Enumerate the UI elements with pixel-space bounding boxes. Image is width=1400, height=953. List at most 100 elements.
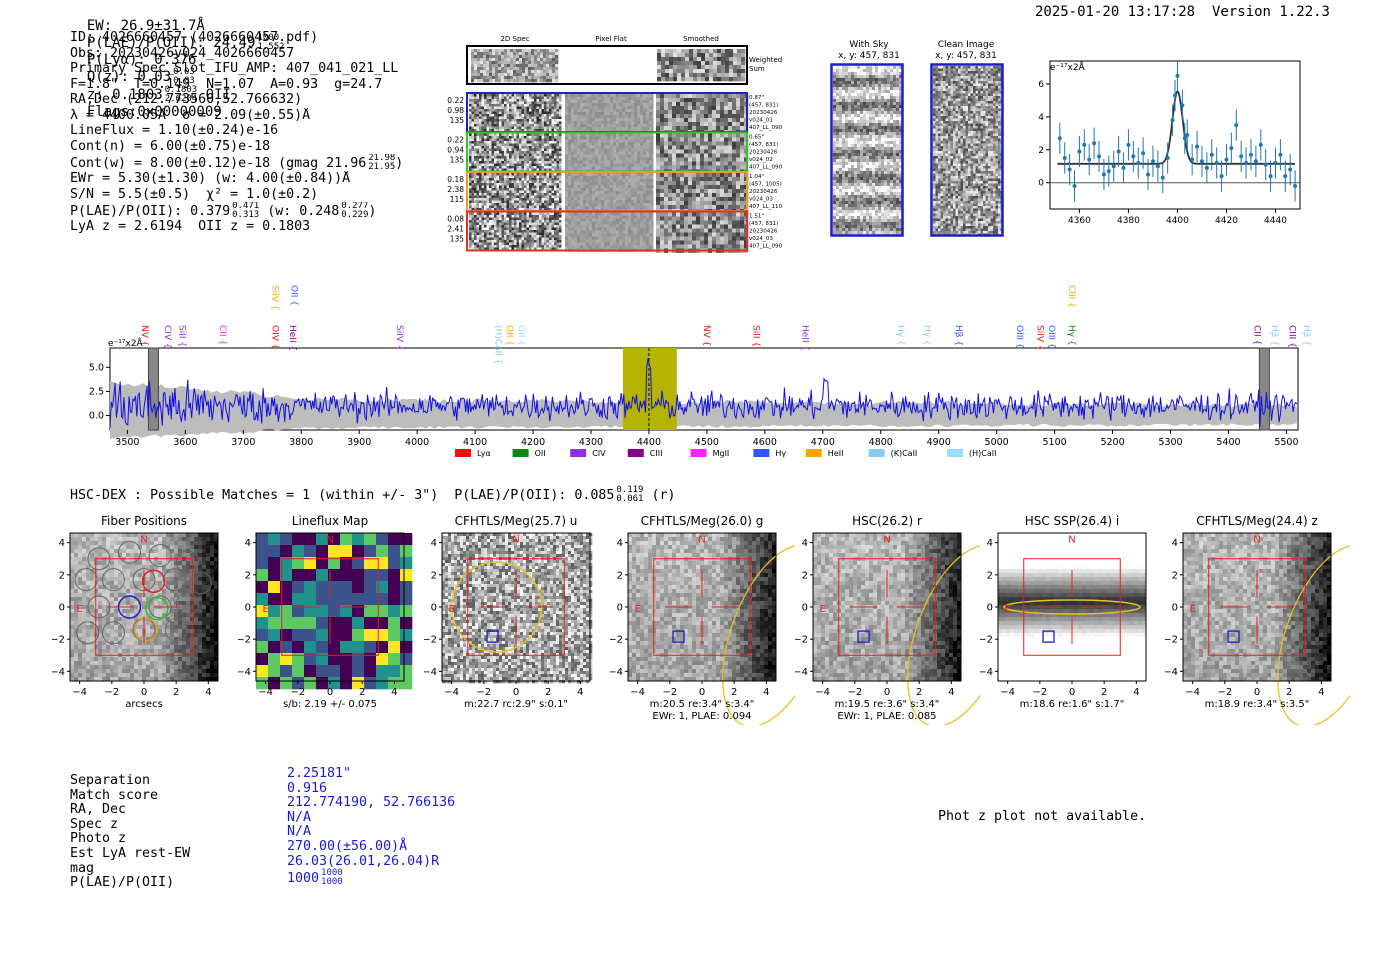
- pixel: [640, 188, 644, 192]
- pixel: [577, 182, 581, 186]
- pixel: [471, 237, 475, 241]
- pixel: [601, 136, 605, 140]
- pixel: [499, 124, 502, 127]
- pixel: [622, 218, 626, 222]
- pixel: [577, 215, 581, 219]
- pixel: [637, 142, 641, 146]
- pixel: [474, 67, 478, 71]
- pixel: [577, 142, 581, 146]
- pixel: [556, 188, 560, 191]
- pixel: [728, 153, 733, 158]
- pixel: [700, 161, 705, 166]
- pixel: [481, 212, 485, 216]
- pixel: [496, 99, 500, 102]
- pixel: [489, 124, 492, 127]
- pixel: [565, 145, 569, 149]
- pixel: [708, 126, 713, 131]
- pixel: [680, 197, 685, 202]
- pixel: [571, 115, 575, 119]
- pixel: [544, 106, 547, 110]
- pixel: [640, 127, 644, 131]
- pixel: [637, 185, 641, 189]
- pixel: [534, 227, 537, 231]
- pixel: [728, 189, 733, 194]
- row-left-label: 0.22: [447, 96, 464, 105]
- pixel: [720, 133, 725, 138]
- pixel: [499, 109, 502, 112]
- pixel: [479, 220, 482, 223]
- pixel: [577, 166, 581, 170]
- pixel: [668, 114, 673, 119]
- pixel: [660, 185, 665, 190]
- pixel: [555, 67, 559, 71]
- pixel: [680, 122, 685, 127]
- pixel: [481, 227, 485, 231]
- pixel: [701, 61, 706, 66]
- pixel: [607, 97, 611, 101]
- pixel: [704, 177, 709, 182]
- pixel: [700, 205, 705, 210]
- pixel: [640, 157, 644, 161]
- pixel: [720, 173, 725, 178]
- pixel: [491, 146, 495, 149]
- pixel: [649, 109, 653, 113]
- pixel: [474, 163, 477, 167]
- pixel: [589, 136, 593, 140]
- pixel: [544, 232, 547, 236]
- pixel: [696, 106, 701, 111]
- pixel: [476, 114, 480, 117]
- pixel: [613, 163, 617, 167]
- pixel: [469, 185, 472, 189]
- pixel: [592, 163, 596, 167]
- pixel: [716, 137, 721, 142]
- pixel: [495, 61, 499, 65]
- pixel: [489, 208, 492, 211]
- pixel: [616, 191, 620, 195]
- pixel: [556, 138, 560, 142]
- pixel: [640, 100, 644, 104]
- pixel: [539, 114, 542, 117]
- pixel: [672, 94, 677, 99]
- pixel: [592, 106, 596, 110]
- pixel: [549, 153, 552, 157]
- pixel: [491, 114, 495, 117]
- pixel: [476, 94, 480, 97]
- pixel: [595, 218, 599, 222]
- pixel: [580, 200, 584, 204]
- pixel: [549, 198, 552, 201]
- pixel: [489, 225, 492, 228]
- pixel: [660, 181, 665, 186]
- pixel: [724, 205, 729, 210]
- pixel: [643, 133, 647, 137]
- pixel: [708, 161, 713, 166]
- pixel: [619, 115, 623, 119]
- pixel: [640, 133, 644, 137]
- pixel: [700, 98, 705, 103]
- pixel: [708, 185, 713, 190]
- pixel: [619, 239, 623, 243]
- pixel: [637, 215, 641, 219]
- pixel: [716, 197, 721, 202]
- pixel: [471, 141, 475, 144]
- pixel: [721, 49, 726, 54]
- pixel: [549, 58, 553, 62]
- pixel: [516, 242, 520, 246]
- pixel: [565, 148, 569, 152]
- pixel: [625, 179, 629, 183]
- pixel: [549, 49, 553, 53]
- pixel: [737, 65, 742, 70]
- pixel: [634, 151, 638, 155]
- pixel: [717, 61, 722, 66]
- pixel: [501, 203, 505, 206]
- pixel: [637, 94, 641, 98]
- pixel: [580, 163, 584, 167]
- pixel: [529, 215, 532, 218]
- pixel: [604, 236, 608, 240]
- pixel: [720, 205, 725, 210]
- pixel: [628, 136, 632, 140]
- pixel: [524, 198, 527, 201]
- pixel: [471, 175, 475, 179]
- pixel: [479, 217, 482, 221]
- pixel: [501, 178, 505, 181]
- pixel: [504, 148, 507, 152]
